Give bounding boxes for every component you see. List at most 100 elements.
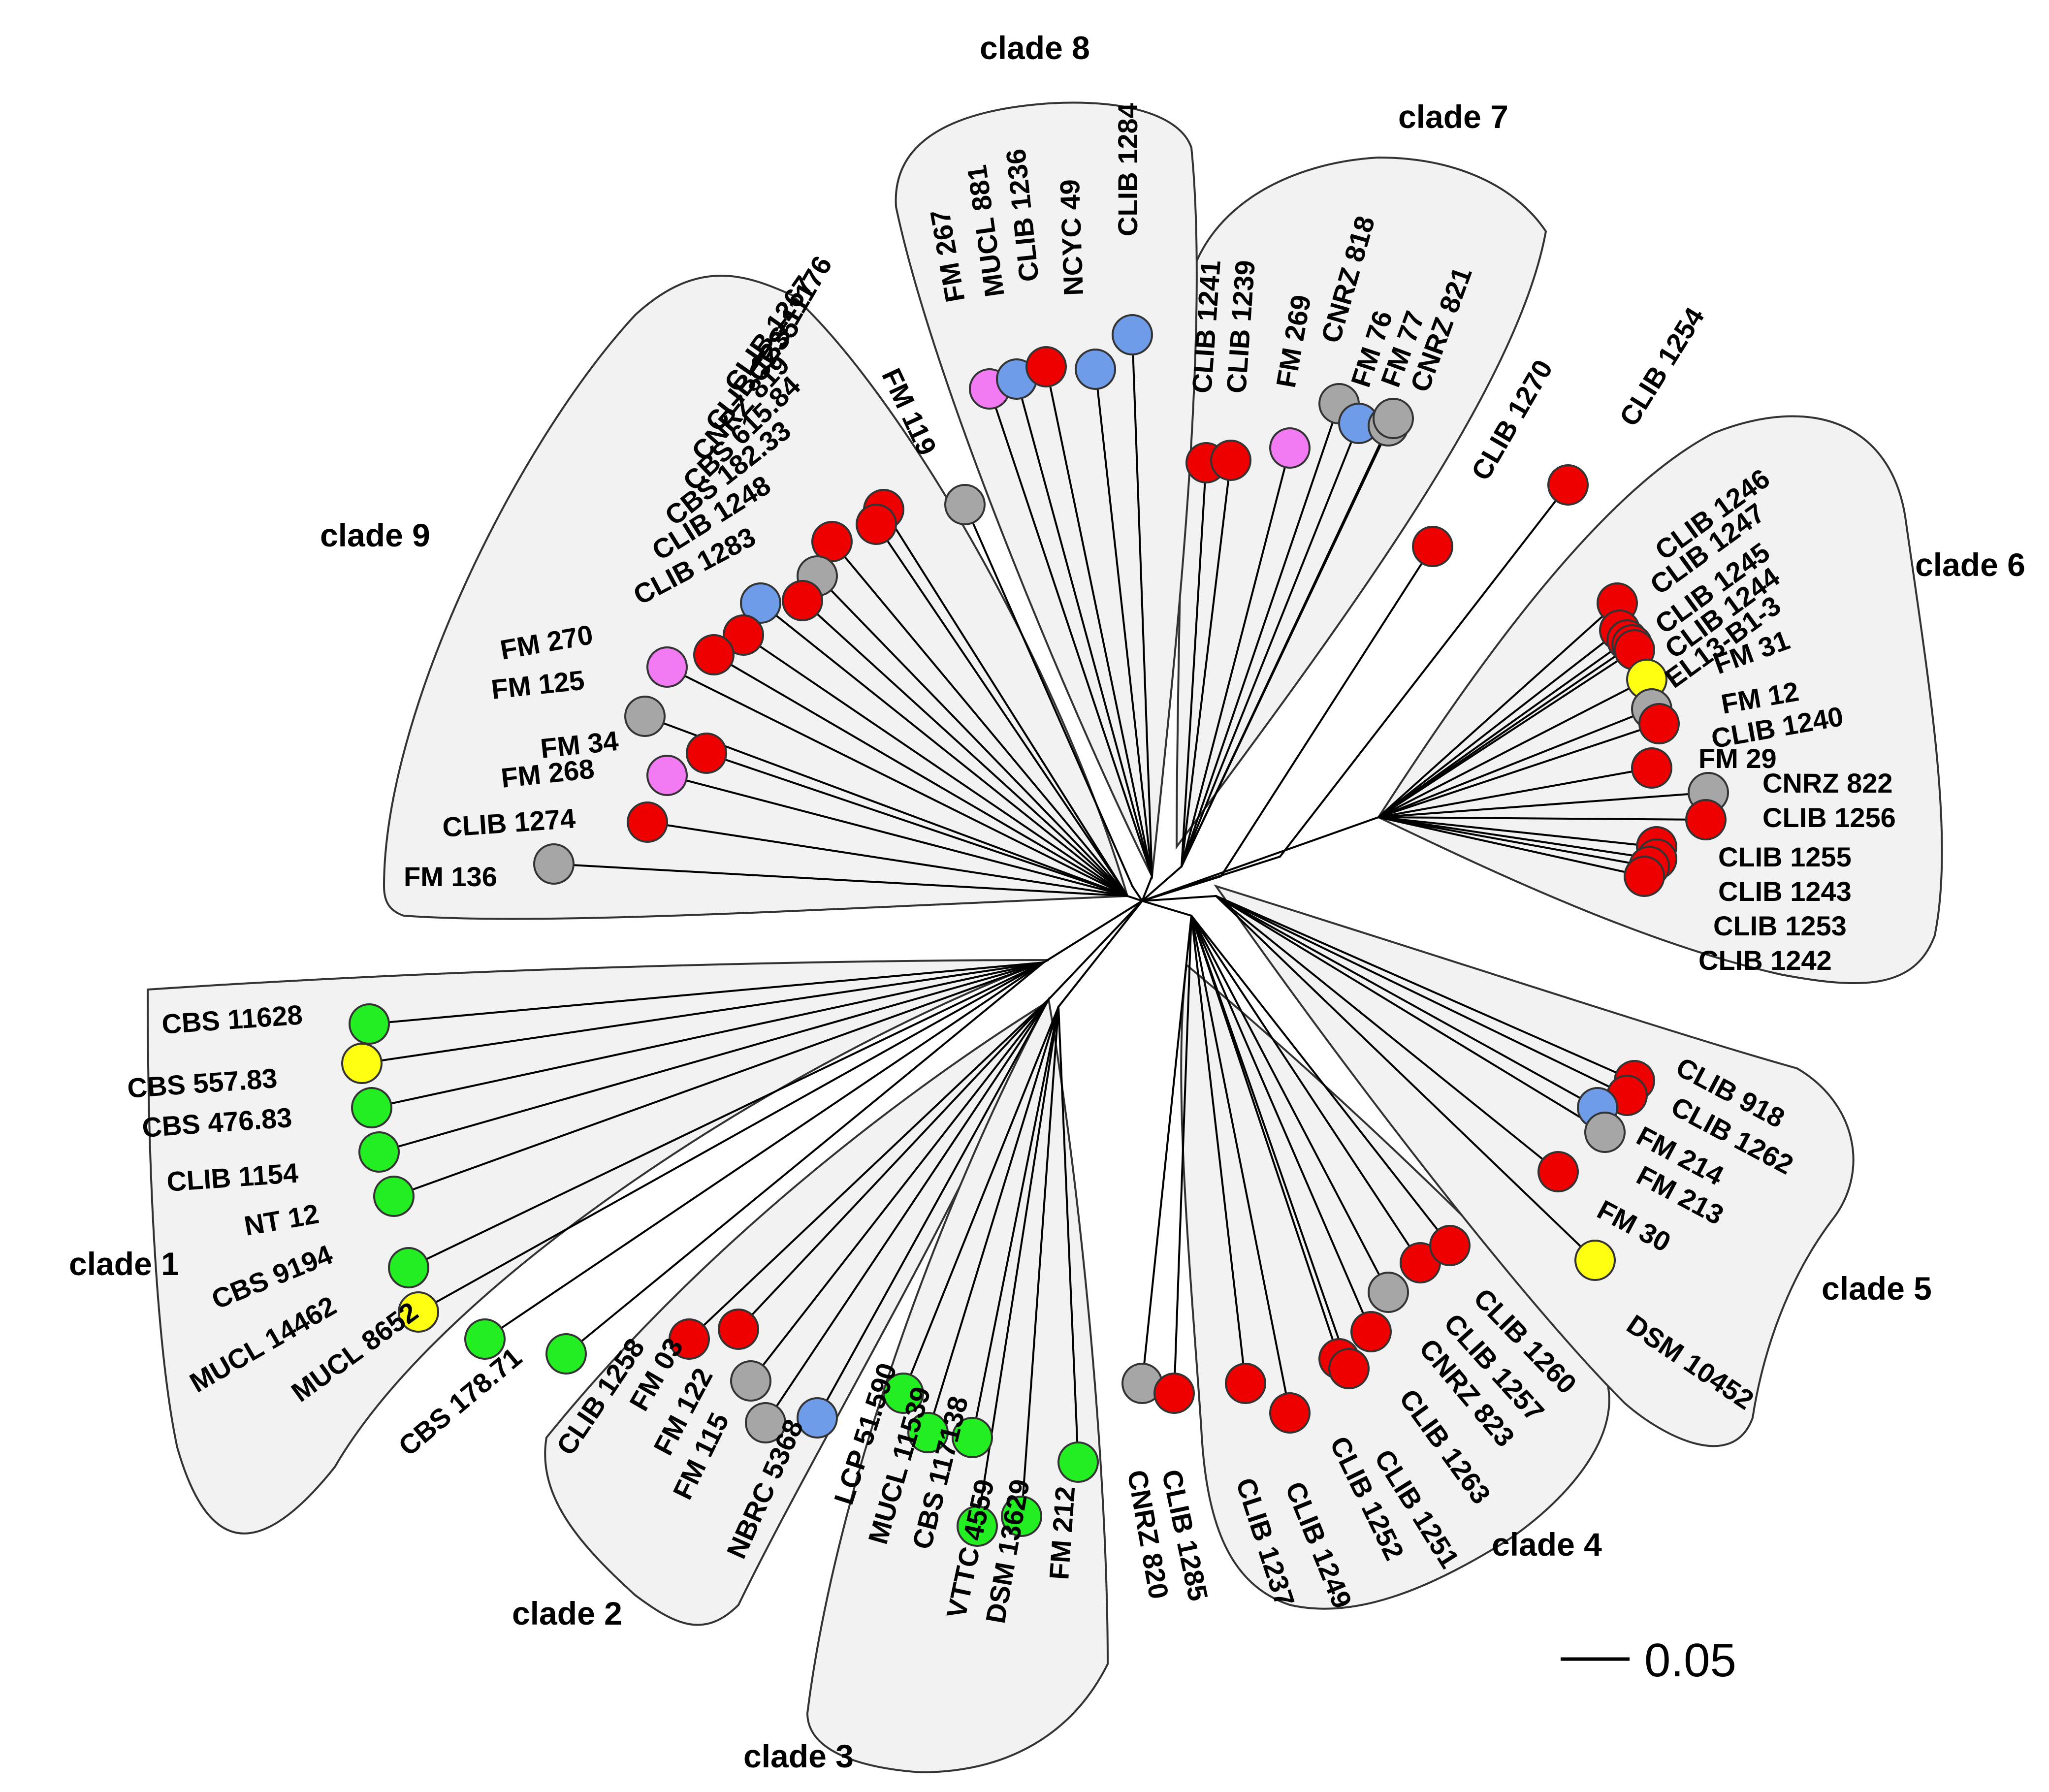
branch-clade-6-leaf	[1377, 629, 1621, 818]
leaf-marker	[1584, 1112, 1626, 1153]
branch-clade-7-leaf	[1181, 447, 1291, 867]
branch-clade-8-leaf	[1094, 368, 1153, 877]
leaf-marker	[797, 1397, 838, 1439]
branch-clade-2-leaf	[765, 998, 1050, 1424]
branch-clade-4-leaf	[1190, 915, 1389, 1293]
leaf-marker	[782, 580, 823, 621]
taxon-label: CLIB 1242	[1698, 945, 1832, 976]
taxon-label: CLIB 1254	[1613, 302, 1710, 431]
branch-clade-3-leaf	[1021, 1006, 1059, 1517]
leaf-marker	[358, 1131, 400, 1173]
leaf-marker	[533, 843, 575, 885]
clade-labels: clade 1 clade 2 clade 3 clade 4 clade 5 …	[69, 30, 2025, 1774]
branch-clade-3-leaf	[971, 1006, 1059, 1439]
branch-clade-8-stem	[1141, 875, 1153, 902]
branch-clade-6-leaf	[1377, 792, 1709, 818]
leaf-marker	[349, 1003, 390, 1045]
taxon-label: CLIB 1255	[1718, 841, 1852, 872]
taxon-label: CLIB 1284	[1112, 103, 1143, 236]
clade-2-shape	[544, 1002, 1046, 1626]
leaf-marker	[373, 1176, 415, 1217]
branch-clade-9-leaf	[742, 634, 1128, 897]
branch-clade-5-leaf	[1215, 895, 1559, 1173]
leaf-marker	[1368, 1272, 1409, 1313]
leaf-marker	[1057, 1441, 1099, 1483]
branch-clade-9-leaf	[875, 523, 1128, 897]
branch-clade-4-stem	[1141, 900, 1192, 917]
leaf-marker	[1210, 440, 1251, 481]
branch-clade-6-leaf	[1377, 602, 1618, 818]
taxon-label: FM 29	[1698, 743, 1777, 774]
branch-clade-2-leaf	[688, 998, 1050, 1340]
leaf-marker	[1153, 1373, 1195, 1414]
leaf-marker	[944, 484, 986, 525]
branch-clade-9-leaf	[801, 600, 1128, 897]
leaf-marker	[811, 521, 853, 562]
branch-clade-4-leaf	[1190, 915, 1247, 1384]
branch-clade-3-leaf	[927, 1006, 1059, 1434]
branch-clade-5-leaf	[1215, 895, 1596, 1261]
leaf-marker	[1075, 349, 1116, 390]
branch-clade-1-leaf	[378, 961, 1045, 1153]
leaf-marker	[669, 1318, 710, 1360]
branch-clade-6-leaf	[1377, 767, 1653, 818]
branch-clade-3-leaf	[902, 1006, 1059, 1394]
leaf-marker	[907, 1412, 949, 1453]
branch-clade-9-leaf	[816, 575, 1128, 897]
leaf-marker	[351, 1087, 392, 1128]
branch-clade-8-leaf	[1016, 378, 1153, 877]
branch-clade-6-leaf	[1377, 816, 1658, 860]
branch-clade-4-leaf	[1190, 915, 1340, 1360]
clade-5-shape	[1213, 884, 1855, 1447]
clade-3-shape	[806, 996, 1109, 1774]
branch-clade-4-leaf	[1190, 915, 1291, 1414]
taxon-label: CLIB 1253	[1713, 910, 1847, 941]
branch-clade-6-leaf	[1377, 723, 1660, 818]
leaf-marker	[1269, 1392, 1311, 1434]
leaf-marker	[1537, 1151, 1579, 1192]
branch-clade-1-leaf	[371, 961, 1045, 1109]
leaf-marker	[686, 733, 727, 774]
branch-clade-9-leaf	[713, 654, 1128, 897]
branch-clade-7-leaf	[1181, 459, 1232, 867]
clade-2-label: clade 2	[512, 1595, 622, 1632]
branches	[361, 334, 1709, 1527]
leaf-marker	[718, 1309, 759, 1350]
leaf-marker	[1328, 1348, 1370, 1389]
clade-6-label: clade 6	[1915, 546, 2025, 583]
leaf-marker	[1373, 398, 1414, 439]
branch-clade-2-leaf	[750, 998, 1050, 1382]
leaf-marker	[624, 696, 666, 737]
branch-clade-9-leaf	[883, 509, 1128, 897]
leaf-marker	[398, 1291, 439, 1333]
branch-clade-5-leaf	[1215, 895, 1635, 1082]
leaf-marker	[957, 1505, 998, 1547]
branch-clade-7-leaf	[1181, 417, 1394, 867]
branch-clade-9-leaf	[760, 602, 1128, 897]
branch-clade-8-leaf	[989, 388, 1153, 877]
clade-4-label: clade 4	[1492, 1526, 1602, 1563]
branch-clade-3-leaf	[1057, 1006, 1079, 1463]
leaf-marker	[1624, 856, 1665, 897]
branch-unclustered-stem	[1131, 885, 1143, 902]
leaf-marker	[1225, 1363, 1266, 1404]
branch-clade-6-stem	[1141, 816, 1379, 902]
leaf-marker	[388, 1247, 429, 1288]
branch-clade-3-stem	[1057, 900, 1143, 1008]
leaf-marker	[646, 646, 688, 688]
clade-8-label: clade 8	[980, 30, 1090, 66]
branch-clade-4-leaf	[1141, 915, 1192, 1384]
branch-clade-6-leaf	[1377, 816, 1645, 877]
taxon-label: CLIB 1256	[1762, 802, 1896, 833]
branch-clade-9-leaf	[666, 774, 1128, 897]
leaf-marker	[1638, 703, 1680, 744]
branch-clade-8-leaf	[1045, 366, 1153, 877]
clade-5-label: clade 5	[1822, 1270, 1932, 1307]
branch-clade-5-stem	[1141, 895, 1217, 902]
leaf-marker	[856, 504, 897, 545]
leaf-markers	[341, 314, 1729, 1547]
branch-clade-6-leaf	[1377, 816, 1658, 848]
branch-clade-1-leaf	[565, 961, 1045, 1355]
leaf-marker	[740, 582, 781, 624]
